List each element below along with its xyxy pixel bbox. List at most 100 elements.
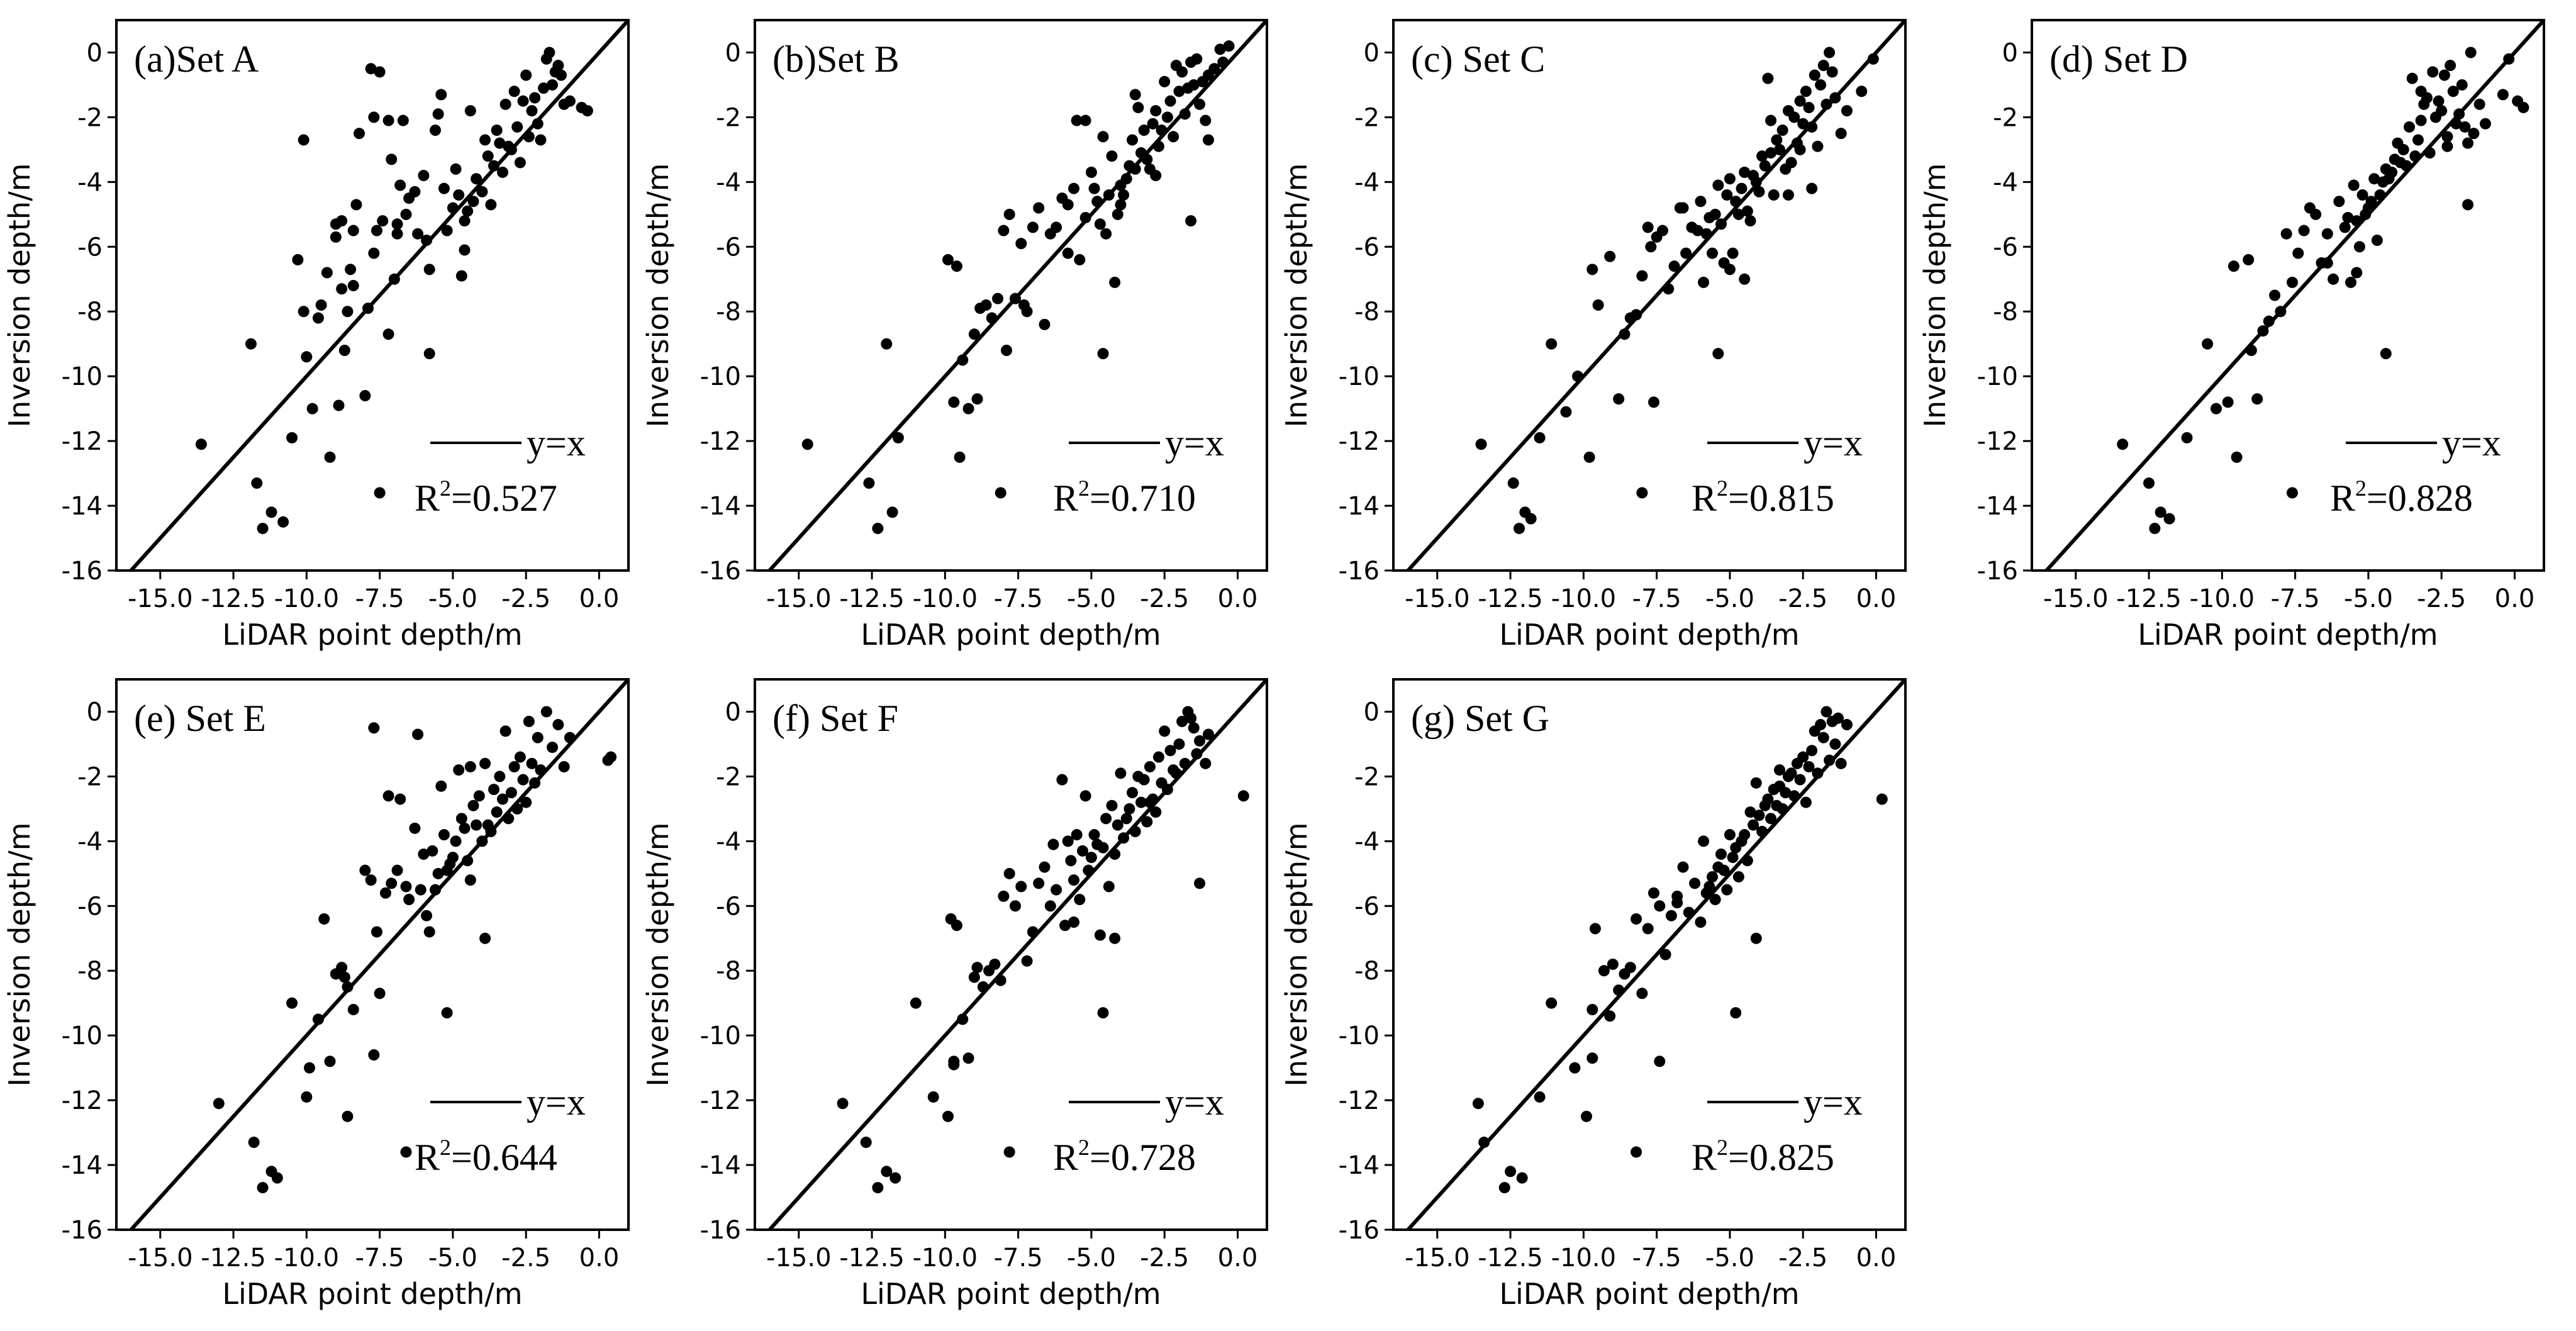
panel-b-point [1062,199,1074,211]
panel-c-point [1794,95,1806,107]
panel-b-r2-annotation: R2=0.710 [1053,476,1196,519]
panel-c-reference-line [1405,20,1905,571]
panel-a-point [377,215,389,227]
panel-c-point [1534,432,1546,443]
panel-b-point [1129,89,1141,101]
panel-g-point [1762,793,1774,805]
panel-a-point [462,205,474,217]
panel-b-point [1062,247,1074,259]
panel-c-point [1586,264,1598,276]
panel-g-point [1695,916,1707,928]
panel-d-point [2228,260,2239,272]
panel-b: -15.0 -12.5 -10.0 -7.5 -5.0 -2.5 0.0 0 -2 -4 -6 -8 -… [641,19,1268,652]
panel-f-y-tick-label: -12 [700,1086,741,1115]
panel-e-point [552,719,564,731]
panel-d-y-tick-label: -8 [1993,298,2018,326]
panel-a-point [374,66,386,78]
panel-a-point [479,134,491,146]
panel-e-point [382,790,394,802]
panel-f-x-tick-label: -2.5 [1140,1244,1189,1273]
panel-d-point [2222,396,2234,408]
panel-e-point [462,855,474,867]
panel-f-y-tick-label: -2 [716,762,741,791]
panel-g-point [1817,732,1829,743]
panel-g-x-tick-label: 0.0 [1856,1244,1897,1273]
panel-d-point [2155,506,2166,518]
panel-a-point [455,270,467,282]
panel-f-point [1027,926,1039,938]
panel-d-point [2503,53,2515,65]
panel-c-point [1768,189,1780,201]
panel-c-point [1645,241,1657,253]
panel-c-point [1741,205,1753,217]
panel-d-point [2243,253,2255,265]
panel-g-point [1613,984,1625,996]
panel-d-point [2275,306,2287,318]
panel-f-y-tick-label: -8 [716,957,741,986]
panel-f-x-tick-label: 0.0 [1218,1244,1258,1273]
panel-a-point [514,157,526,169]
panel-d-y-tick-label: -16 [1977,557,2018,586]
panel-a-point [382,114,394,126]
panel-e-point [479,757,491,769]
panel-d-point [2371,235,2383,246]
panel-f-point [1202,728,1214,740]
panel-g-point [1732,871,1744,883]
panel-d-point [2436,105,2448,117]
panel-b-y-tick-label: -2 [716,103,741,132]
panel-c-x-tick-label: -15.0 [1405,584,1470,613]
panel-c-point [1753,186,1765,198]
panel-g-point [1797,751,1809,763]
panel-a-x-tick-label: -7.5 [355,584,404,613]
panel-c-point [1525,513,1537,525]
panel-e-point [532,732,544,743]
panel-c-title: (c) Set C [1411,38,1545,80]
panel-c-y-tick-label: -14 [1339,492,1380,521]
panel-c-y-tick-label: -6 [1354,233,1380,262]
panel-f-point [1200,757,1212,769]
panel-f-point [1152,751,1164,763]
panel-d-y-tick-label: -6 [1993,233,2018,262]
panel-a-y-tick-label: -16 [62,557,103,586]
panel-f-point [889,1172,901,1184]
panel-a-y-tick-label: -4 [77,168,103,197]
panel-g-point [1744,806,1756,818]
panel-f-point [1106,799,1118,811]
panel-e-point [499,725,511,737]
panel-f-point [962,1052,974,1064]
panel-f-point [872,1182,884,1194]
panel-g-points [1472,706,1888,1194]
panel-e-point [479,932,491,944]
panel-e-x-tick-label: -15.0 [128,1244,193,1273]
panel-a-point [453,189,465,201]
panel-b-y-tick-label: -8 [716,298,741,326]
panel-g-point [1730,1007,1742,1019]
panel-b-point [872,523,884,535]
panel-a-point [286,432,298,443]
panel-a-point [382,328,394,340]
panel-c-point [1727,247,1739,259]
panel-a-title: (a)Set A [134,38,259,80]
panel-b-point [1079,114,1091,126]
panel-e-point [505,787,517,799]
panel-a-point [368,247,380,259]
panel-g-y-tick-label: 0 [1364,698,1380,727]
panel-c-y-tick-label: -12 [1339,427,1380,456]
panel-b-point [1109,276,1121,288]
panel-b-point [1091,196,1103,208]
panel-e-point [471,819,482,831]
panel-a-point [394,179,406,191]
panel-g-point [1589,923,1601,935]
panel-f-point [910,997,922,1009]
panel-f-points [837,706,1249,1194]
panel-a-x-axis-label: LiDAR point depth/m [222,618,522,652]
panel-a-point [441,225,453,237]
panel-d-point [2351,215,2363,227]
panel-e-y-tick-label: -14 [62,1151,103,1180]
panel-c-point [1809,69,1820,81]
panel-e-point [338,971,350,983]
panel-b-point [1223,40,1235,52]
panel-e-point [301,1091,313,1103]
panel-b-x-tick-label: -12.5 [839,584,905,613]
panel-f-point [1088,829,1100,841]
